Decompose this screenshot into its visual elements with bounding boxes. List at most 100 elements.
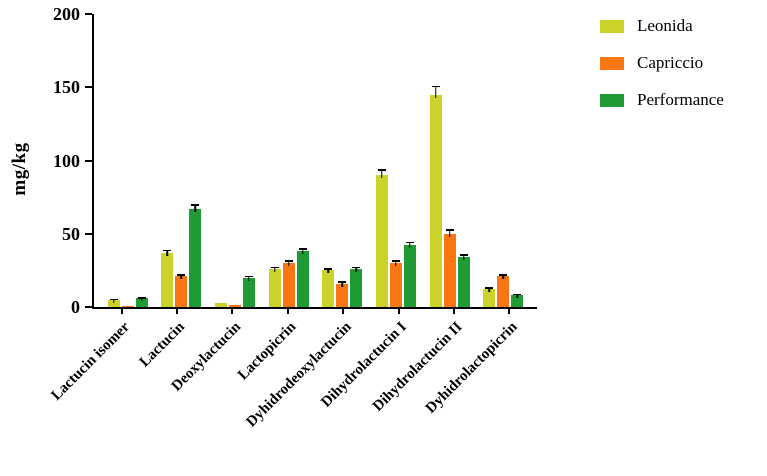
error-bar-cap (298, 248, 307, 250)
error-bar-cap (445, 229, 454, 231)
bar (403, 241, 416, 307)
error-bar-cap (391, 260, 400, 262)
error-bar (462, 254, 465, 261)
bar-group (214, 275, 255, 307)
error-bar-cap (338, 281, 347, 283)
error-bar (287, 260, 290, 267)
y-tick-label: 50 (62, 223, 80, 244)
y-tick-mark (85, 232, 92, 235)
bar (107, 298, 120, 307)
bar-groups (94, 14, 537, 307)
bar-group (429, 85, 470, 307)
error-bar (273, 266, 276, 272)
bar (483, 287, 496, 307)
bar (350, 266, 363, 307)
bar-group (268, 248, 309, 307)
x-tick-label: Dyhidrodeoxylactucin (243, 319, 355, 431)
legend-item: Leonida (600, 16, 724, 36)
error-bar (355, 266, 358, 272)
error-bar (381, 169, 383, 179)
legend-label: Capriccio (637, 53, 704, 72)
error-bar (180, 274, 183, 280)
y-tick-label: 150 (53, 77, 80, 98)
error-bar-cap (485, 287, 494, 289)
error-bar-cap (459, 254, 468, 256)
bar (296, 248, 309, 307)
error-bar-cap (163, 249, 172, 252)
error-bar-cap (177, 274, 186, 276)
error-bar (516, 293, 518, 299)
bar (135, 297, 148, 307)
error-bar-cap (499, 274, 508, 276)
error-bar (140, 297, 143, 302)
bar-group (322, 266, 363, 307)
error-bar-cap (284, 260, 293, 262)
error-bar (409, 241, 411, 249)
bar (389, 260, 402, 307)
bar (443, 229, 456, 307)
error-bar-cap (244, 275, 253, 278)
x-tick-mark (176, 309, 179, 314)
bar (228, 304, 241, 307)
error-bar-cap (431, 85, 440, 88)
bar (511, 293, 524, 307)
bar (214, 302, 227, 307)
x-tick-mark (231, 309, 234, 314)
error-bar-cap (405, 241, 414, 244)
error-bar (395, 260, 397, 267)
y-tick-mark (85, 306, 92, 308)
y-tick-mark (85, 13, 92, 15)
error-bar (301, 248, 304, 255)
error-bar (248, 275, 250, 281)
error-bar (112, 298, 115, 303)
y-tick-label: 0 (71, 297, 80, 317)
legend-item: Capriccio (600, 53, 724, 73)
error-bar (488, 287, 490, 293)
legend-item: Performance (600, 90, 724, 110)
error-bar (327, 268, 330, 274)
x-tick-mark (508, 309, 511, 314)
plot-area: 0 50 100 150 200 Lactucin isomer Lactucin Deoxy… (48, 4, 537, 430)
bar-group (375, 169, 416, 307)
y-tick-label: 100 (53, 150, 80, 171)
bar (242, 275, 255, 307)
error-bar-cap (513, 293, 522, 296)
x-tick-mark (342, 309, 345, 314)
y-tick-label: 200 (53, 4, 80, 24)
bar (429, 85, 442, 307)
error-bar-cap (270, 266, 279, 269)
error-bar (341, 281, 344, 287)
bar (189, 204, 202, 307)
x-tick-mark (397, 309, 400, 314)
bar (375, 169, 388, 307)
bar-group (161, 204, 202, 307)
legend-swatch (600, 93, 624, 107)
bar (161, 249, 174, 307)
x-tick-label: Lactucin (136, 319, 189, 371)
error-bar-cap (377, 169, 386, 171)
legend-swatch (600, 19, 624, 33)
y-tick-mark (85, 159, 92, 162)
bar-group (483, 274, 524, 307)
error-bar (166, 249, 169, 256)
bar (322, 268, 335, 307)
bar (457, 254, 470, 307)
bar (121, 305, 134, 307)
error-bar-cap (137, 297, 146, 299)
error-bar-cap (109, 298, 118, 301)
error-bar-cap (352, 266, 361, 269)
x-tick-mark (120, 309, 123, 314)
error-bar (194, 204, 197, 212)
error-bar (502, 274, 504, 280)
x-tick-mark (452, 309, 455, 314)
legend-label: Performance (637, 90, 724, 109)
error-bar (434, 85, 437, 98)
bar-group (107, 297, 148, 307)
y-tick-mark (85, 86, 92, 89)
bar (268, 266, 281, 307)
bar (497, 274, 510, 307)
bar (336, 281, 349, 307)
legend: Leonida Capriccio Performance (600, 16, 724, 127)
bar (282, 260, 295, 307)
